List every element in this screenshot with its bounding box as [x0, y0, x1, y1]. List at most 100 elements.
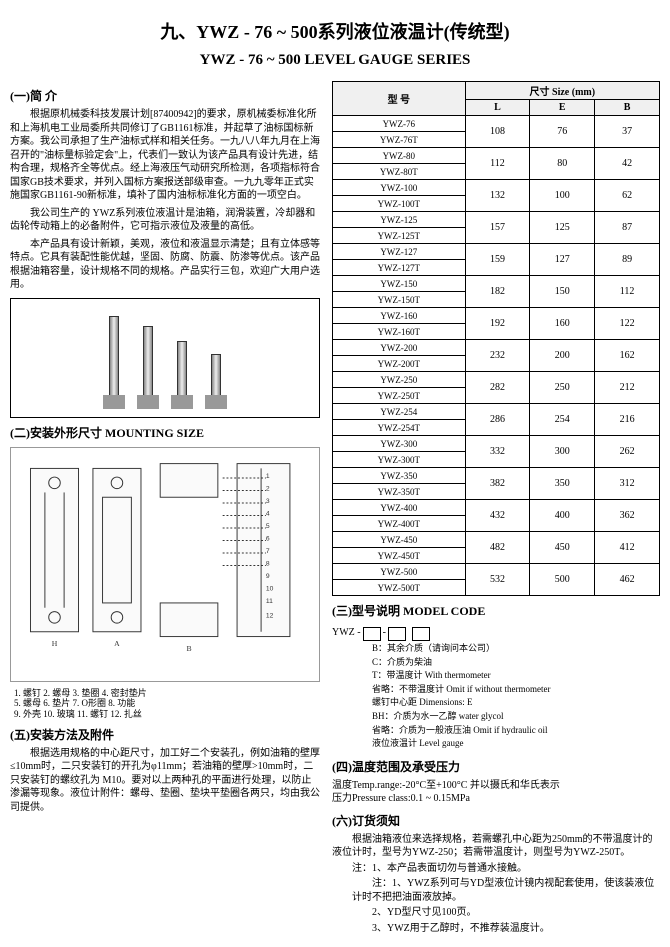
- table-cell: 87: [595, 212, 660, 244]
- table-cell: 400: [530, 500, 595, 532]
- table-cell: YWZ-150: [333, 276, 466, 292]
- table-cell: 500: [530, 564, 595, 596]
- table-cell: 216: [595, 404, 660, 436]
- th-size: 尺寸 Size (mm): [465, 82, 659, 100]
- th-E: E: [530, 100, 595, 116]
- table-cell: YWZ-254T: [333, 420, 466, 436]
- code-box: [388, 627, 406, 641]
- diagram-labels: 1. 螺钉 2. 螺母 3. 垫圈 4. 密封垫片 5. 螺母 6. 垫片 7.…: [10, 688, 320, 720]
- leg8: 液位液温计 Level gauge: [372, 737, 660, 750]
- sec6-n3: 3、YWZ用于乙醇时，不推荐装温度计。: [332, 922, 660, 936]
- sec6-title: (六)订货须知: [332, 812, 660, 829]
- table-cell: 125: [530, 212, 595, 244]
- sec6-n2: 2、YD型尺寸见100页。: [332, 906, 660, 920]
- table-cell: YWZ-127: [333, 244, 466, 260]
- table-cell: 250: [530, 372, 595, 404]
- table-cell: 157: [465, 212, 530, 244]
- table-cell: YWZ-200T: [333, 356, 466, 372]
- sec1-p1: 根据原机械委科技发展计划[87400942]的要求，原机械委标准化所和上海机电工…: [10, 108, 320, 203]
- table-cell: 108: [465, 116, 530, 148]
- sec5-p1: 根据选用规格的中心距尺寸，加工好二个安装孔，例如油箱的壁厚≤10mm时，二只安装…: [10, 747, 320, 815]
- leg7: 省略：介质为一般液压油 Omit if hydraulic oil: [372, 724, 660, 737]
- th-model: 型 号: [333, 82, 466, 116]
- table-cell: 100: [530, 180, 595, 212]
- svg-text:H: H: [52, 639, 58, 648]
- table-cell: 192: [465, 308, 530, 340]
- spec-table: 型 号 尺寸 Size (mm) L E B YWZ-761087637YWZ-…: [332, 81, 660, 596]
- table-cell: 80: [530, 148, 595, 180]
- sec1-title: (一)简 介: [10, 87, 320, 104]
- sec6-p1: 根据油箱液位来选择规格，若需螺孔中心距为250mm的不带温度计的液位计时，型号为…: [332, 833, 660, 860]
- table-cell: YWZ-300: [333, 436, 466, 452]
- table-cell: 262: [595, 436, 660, 468]
- table-cell: 76: [530, 116, 595, 148]
- table-cell: YWZ-400T: [333, 516, 466, 532]
- th-L: L: [465, 100, 530, 116]
- leg5: 螺钉中心距 Dimensions: E: [372, 696, 660, 709]
- table-cell: 412: [595, 532, 660, 564]
- table-cell: YWZ-125T: [333, 228, 466, 244]
- sec5-title: (五)安装方法及附件: [10, 726, 320, 743]
- table-cell: YWZ-400: [333, 500, 466, 516]
- product-photo: [10, 298, 320, 418]
- table-cell: 332: [465, 436, 530, 468]
- table-cell: 159: [465, 244, 530, 276]
- svg-text:A: A: [114, 639, 120, 648]
- svg-text:5: 5: [266, 522, 270, 529]
- model-code-block: YWZ - - B：其余介质（请询问本公司） C：介质为柴油 T：带温度计 Wi…: [332, 627, 660, 750]
- svg-text:4: 4: [266, 510, 270, 517]
- right-column: 型 号 尺寸 Size (mm) L E B YWZ-761087637YWZ-…: [332, 81, 660, 937]
- sec2-title: (二)安装外形尺寸 MOUNTING SIZE: [10, 424, 320, 441]
- table-cell: 62: [595, 180, 660, 212]
- table-cell: 200: [530, 340, 595, 372]
- table-cell: 286: [465, 404, 530, 436]
- table-cell: YWZ-250: [333, 372, 466, 388]
- table-cell: YWZ-200: [333, 340, 466, 356]
- table-cell: YWZ-254: [333, 404, 466, 420]
- table-cell: 182: [465, 276, 530, 308]
- table-cell: YWZ-80: [333, 148, 466, 164]
- th-B: B: [595, 100, 660, 116]
- table-cell: YWZ-450: [333, 532, 466, 548]
- svg-text:10: 10: [266, 585, 274, 592]
- table-cell: YWZ-500T: [333, 580, 466, 596]
- title-cn: 九、YWZ - 76 ~ 500系列液位液温计(传统型): [10, 18, 660, 44]
- table-cell: 122: [595, 308, 660, 340]
- svg-text:12: 12: [266, 612, 274, 619]
- left-column: (一)简 介 根据原机械委科技发展计划[87400942]的要求，原机械委标准化…: [10, 81, 320, 937]
- table-cell: YWZ-350: [333, 468, 466, 484]
- leg4: 省略：不带温度计 Omit if without thermometer: [372, 683, 660, 696]
- table-cell: 160: [530, 308, 595, 340]
- table-cell: 212: [595, 372, 660, 404]
- table-cell: 232: [465, 340, 530, 372]
- svg-text:B: B: [186, 643, 191, 652]
- mounting-diagram: 12 34 56 78 910 1112 H A: [10, 447, 320, 682]
- table-cell: YWZ-250T: [333, 388, 466, 404]
- table-cell: YWZ-100T: [333, 196, 466, 212]
- table-cell: 450: [530, 532, 595, 564]
- table-cell: 150: [530, 276, 595, 308]
- table-cell: 112: [595, 276, 660, 308]
- sec4-title: (四)温度范围及承受压力: [332, 758, 660, 775]
- table-cell: 362: [595, 500, 660, 532]
- table-cell: 350: [530, 468, 595, 500]
- sec1-p2: 我公司生产的 YWZ系列液位液温计是油箱，润滑装置，冷却器和齿轮传动箱上的必备附…: [10, 207, 320, 234]
- leg6: BH：介质为水一乙醇 water glycol: [372, 710, 660, 723]
- code-prefix: YWZ -: [332, 627, 361, 638]
- table-cell: 312: [595, 468, 660, 500]
- table-cell: 42: [595, 148, 660, 180]
- code-box: [363, 627, 381, 641]
- table-cell: YWZ-160T: [333, 324, 466, 340]
- table-cell: 462: [595, 564, 660, 596]
- sec6-n1: 注：1、YWZ系列可与YD型液位计镜内视配套使用，使该装液位计时不把把油面液放掉…: [332, 877, 660, 904]
- svg-text:3: 3: [266, 498, 270, 505]
- table-cell: YWZ-76T: [333, 132, 466, 148]
- table-cell: 254: [530, 404, 595, 436]
- table-cell: YWZ-500: [333, 564, 466, 580]
- table-cell: 282: [465, 372, 530, 404]
- table-cell: 162: [595, 340, 660, 372]
- leg1: B：其余介质（请询问本公司）: [372, 642, 660, 655]
- table-cell: 89: [595, 244, 660, 276]
- svg-text:2: 2: [266, 485, 270, 492]
- table-cell: 382: [465, 468, 530, 500]
